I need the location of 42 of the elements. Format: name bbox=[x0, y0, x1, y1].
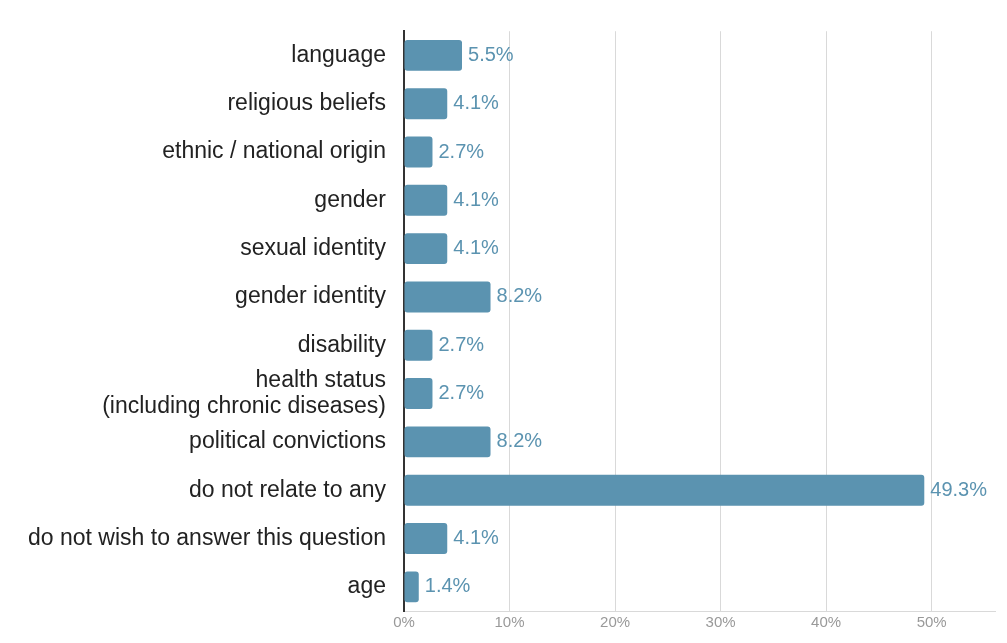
data-label: 8.2% bbox=[496, 284, 543, 307]
bar bbox=[404, 378, 433, 410]
y-tick-label: language bbox=[291, 40, 386, 67]
bar bbox=[404, 523, 448, 554]
data-label: 4.1% bbox=[453, 91, 500, 114]
y-tick-label: ethnic / national origin bbox=[162, 137, 386, 164]
bar bbox=[404, 184, 448, 216]
bar bbox=[404, 281, 491, 313]
bar bbox=[404, 329, 433, 361]
data-label: 2.7% bbox=[438, 332, 485, 355]
y-tick-label: disability bbox=[297, 330, 387, 357]
data-label: 49.3% bbox=[930, 477, 988, 500]
bar bbox=[404, 426, 491, 458]
y-tick-label: age bbox=[347, 572, 386, 599]
y-tick-label: religious beliefs bbox=[227, 89, 386, 116]
data-label: 8.2% bbox=[496, 429, 543, 452]
data-label: 2.7% bbox=[438, 139, 485, 162]
y-tick-label: sexual identity bbox=[240, 233, 387, 260]
y-tick-label: do not wish to answer this question bbox=[28, 523, 386, 550]
x-tick-label: 40% bbox=[811, 613, 842, 631]
bar bbox=[404, 136, 433, 168]
y-tick-label: political convictions bbox=[189, 427, 386, 454]
data-label: 4.1% bbox=[453, 187, 500, 210]
data-label: 4.1% bbox=[453, 526, 500, 549]
bar bbox=[404, 233, 448, 265]
y-tick-label: do not relate to any bbox=[189, 475, 387, 502]
x-tick-label: 0% bbox=[393, 613, 415, 631]
data-label: 1.4% bbox=[424, 574, 471, 597]
y-tick-label: gender bbox=[314, 185, 387, 212]
bar bbox=[404, 571, 419, 603]
y-tick-label: health status (including chronic diseases) bbox=[102, 365, 386, 419]
x-tick-label: 10% bbox=[494, 613, 525, 631]
x-tick-label: 50% bbox=[916, 613, 947, 631]
x-tick-label: 20% bbox=[600, 613, 631, 631]
bar bbox=[404, 474, 925, 506]
data-label: 5.5% bbox=[468, 42, 514, 65]
data-label: 2.7% bbox=[438, 381, 485, 404]
y-tick-label: gender identity bbox=[235, 282, 387, 309]
x-tick-label: 30% bbox=[705, 613, 736, 631]
data-label: 4.1% bbox=[453, 236, 500, 259]
bar bbox=[404, 39, 463, 71]
bar bbox=[404, 88, 448, 120]
